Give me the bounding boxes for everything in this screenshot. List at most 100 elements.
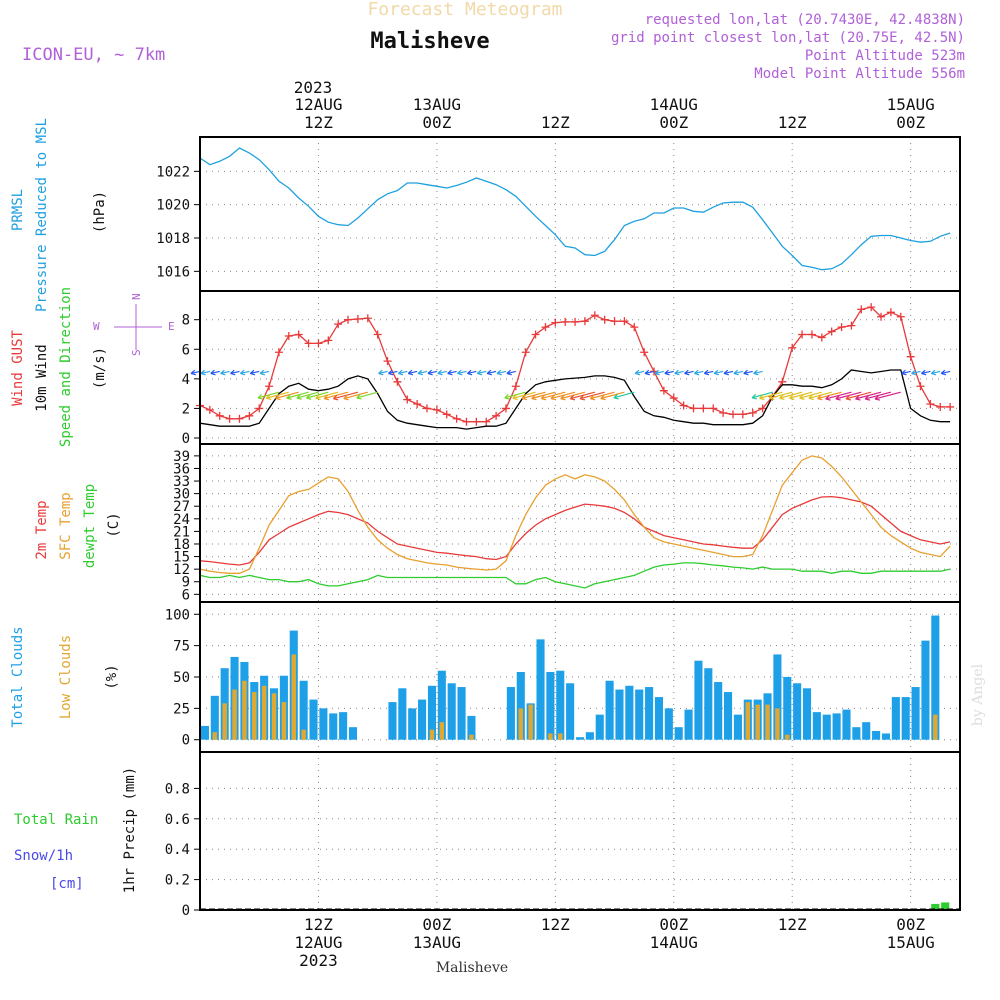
ytick-label: 6 — [182, 587, 190, 603]
top-year: 2023 — [294, 78, 333, 97]
bottom-date-label: 15AUG — [887, 933, 935, 952]
ytick-label: 50 — [173, 670, 190, 686]
wind-arrow — [703, 369, 714, 376]
wind-arrow — [257, 391, 280, 400]
bar-total-clouds — [714, 682, 723, 740]
panel-4: 0 0.2 0.4 0.6 0.8 — [165, 751, 961, 919]
wind-arrow — [733, 369, 743, 376]
bar-total-clouds — [200, 725, 209, 740]
bar-total-clouds — [802, 688, 812, 740]
bar-total-clouds — [546, 671, 555, 740]
snow-unit-label: [cm] — [50, 876, 84, 892]
bar-low-clouds — [528, 704, 533, 740]
wind-arrow — [940, 369, 951, 376]
bar-low-clouds — [232, 689, 237, 740]
clouds-unit: (%) — [104, 664, 120, 689]
wind-arrow — [265, 391, 289, 401]
bar-total-clouds — [645, 687, 654, 740]
gust-marker — [620, 317, 629, 326]
wind-arrow — [275, 391, 299, 401]
compass-e: E — [168, 320, 175, 333]
wind-arrow — [343, 391, 368, 401]
gust-marker — [738, 410, 747, 419]
wind-arrow — [239, 369, 250, 376]
wind-arrow — [220, 369, 230, 376]
gust-marker — [334, 320, 343, 329]
gust-marker — [482, 417, 491, 426]
gust-marker — [630, 323, 639, 332]
gust-marker — [719, 408, 728, 417]
bar-total-clouds — [832, 713, 841, 740]
gust-marker — [304, 339, 313, 348]
bar-total-clouds — [388, 702, 397, 740]
bar-total-rain — [931, 903, 940, 910]
compass-n: N — [130, 293, 143, 300]
wind-arrow — [723, 369, 734, 376]
wind-arrow — [713, 369, 724, 376]
bar-low-clouds — [745, 702, 751, 740]
bar-low-clouds — [252, 692, 257, 740]
bar-total-clouds — [575, 737, 585, 740]
bar-total-clouds — [615, 689, 624, 740]
gust-marker — [659, 386, 668, 395]
wind-arrow — [540, 391, 566, 401]
gust-marker — [442, 410, 451, 419]
gust-marker — [284, 331, 293, 340]
gust-marker — [610, 317, 619, 326]
gust-marker — [798, 330, 807, 339]
top-hour-label: 12Z — [778, 113, 807, 132]
wind-arrow — [779, 391, 803, 401]
wind-10m-label: 10m Wind — [34, 344, 50, 411]
bar-total-clouds — [704, 668, 713, 740]
panel-3: 0 25 50 75 100 — [165, 601, 961, 753]
gust-marker — [215, 411, 224, 420]
panel-frame — [199, 136, 961, 292]
bar-total-clouds — [891, 697, 900, 740]
gust-marker — [728, 410, 737, 419]
temp-sfc-label: SFC Temp — [58, 492, 74, 559]
bar-total-clouds — [783, 677, 792, 740]
gust-marker — [511, 382, 520, 391]
gust-marker — [294, 330, 303, 339]
bar-total-clouds — [309, 699, 318, 740]
bar-total-clouds — [339, 712, 348, 740]
gust-marker — [857, 305, 866, 314]
gust-marker — [255, 404, 264, 413]
bar-total-clouds — [911, 687, 920, 740]
bar-low-clouds — [291, 654, 296, 740]
precip-unit: 1hr Precip (mm) — [122, 767, 138, 893]
wind-arrow — [417, 369, 428, 376]
series-dewpt-temp — [199, 562, 951, 589]
wind-arrow — [920, 369, 931, 376]
gust-marker — [314, 339, 323, 348]
temp-unit: (C) — [106, 512, 122, 537]
wind-arrow — [332, 391, 359, 401]
gust-marker — [689, 404, 698, 413]
bar-total-clouds — [457, 687, 466, 740]
wind-arrow — [684, 369, 694, 376]
gust-marker — [758, 404, 767, 413]
ytick-label: 4 — [182, 372, 190, 388]
gust-marker — [916, 382, 925, 391]
bar-low-clouds — [765, 704, 770, 740]
bottom-hour-label: 00Z — [896, 915, 925, 934]
bar-low-clouds — [212, 732, 218, 740]
bar-total-clouds — [862, 722, 871, 740]
bar-low-clouds — [469, 734, 474, 740]
ytick-label: 75 — [173, 639, 190, 655]
bar-low-clouds — [261, 685, 267, 740]
bar-total-clouds — [299, 680, 308, 740]
bar-total-clouds — [605, 680, 614, 740]
bar-total-clouds — [694, 660, 703, 740]
total-clouds-label: Total Clouds — [10, 626, 26, 727]
bottom-date-label: 12AUG — [294, 933, 342, 952]
ytick-label: 0.4 — [165, 842, 190, 858]
bar-total-clouds — [329, 713, 338, 740]
gust-marker — [926, 399, 935, 408]
ytick-label: 1018 — [156, 231, 190, 247]
wind-arrow — [901, 369, 911, 376]
